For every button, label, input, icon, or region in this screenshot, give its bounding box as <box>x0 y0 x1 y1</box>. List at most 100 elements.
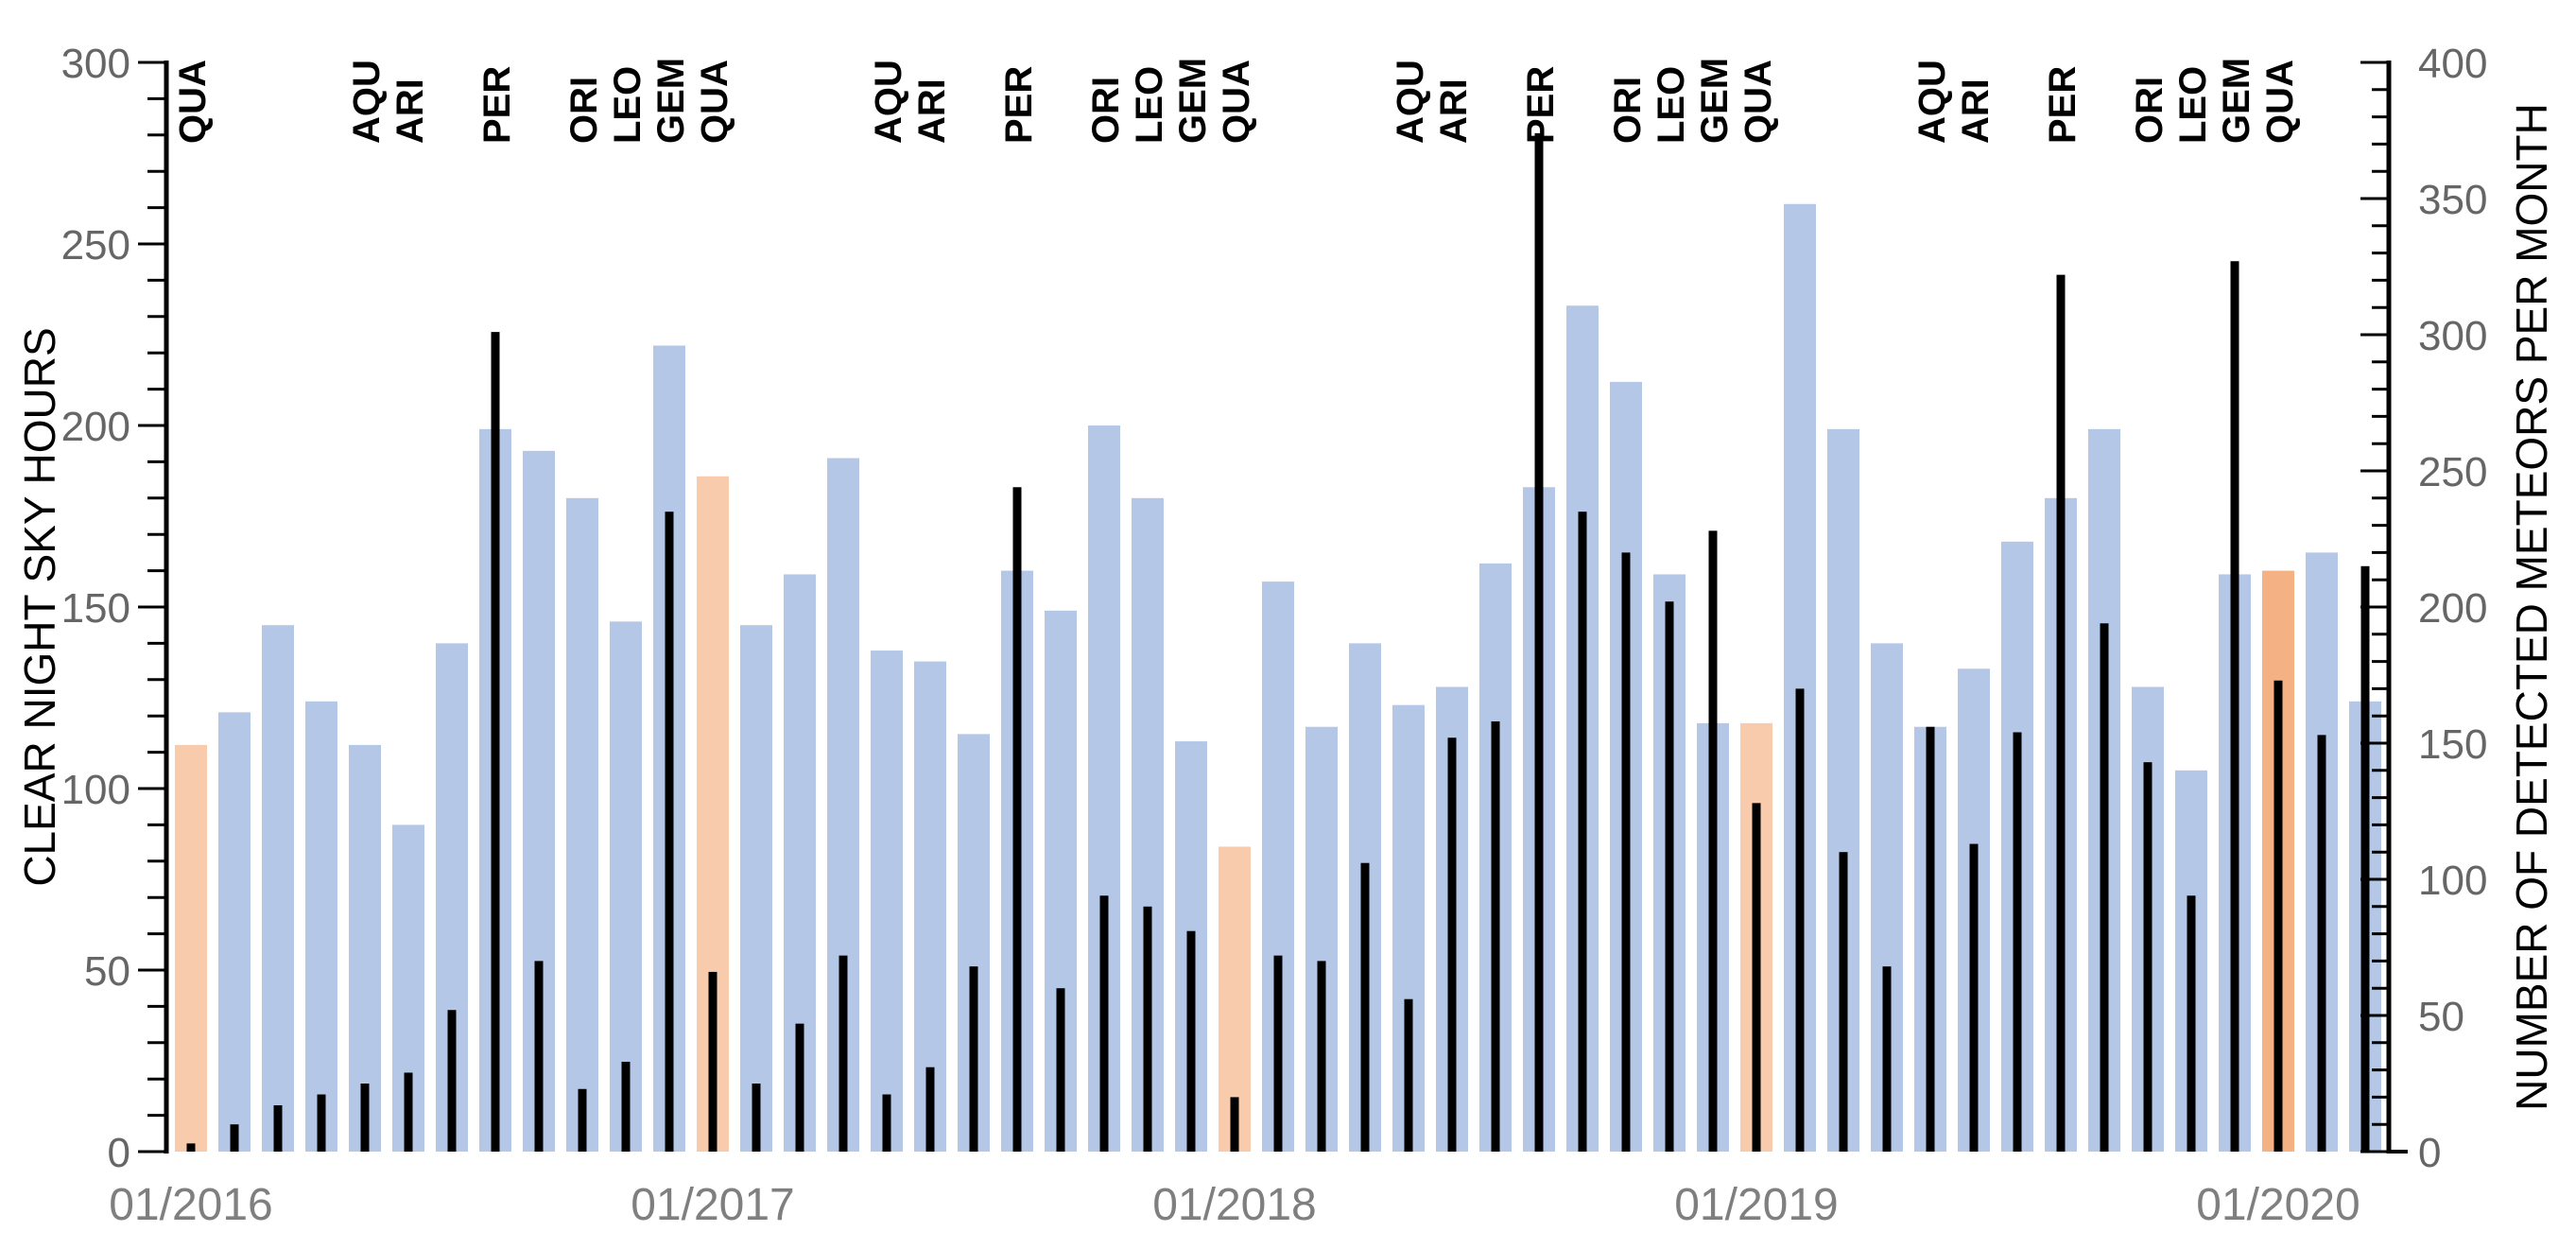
meteor-bar-05/2016 <box>360 1084 370 1152</box>
meteor-bar-02/2018 <box>1273 955 1283 1152</box>
meteor-bar-06/2016 <box>404 1072 413 1152</box>
meteor-bar-12/2017 <box>1186 930 1196 1152</box>
meteor-bar-07/2016 <box>447 1010 457 1152</box>
meteor-bar-11/2018 <box>1665 601 1674 1152</box>
bars-layer <box>175 132 2381 1153</box>
meteor-bar-03/2020 <box>2360 565 2370 1152</box>
meteor-bar-09/2017 <box>1056 988 1065 1152</box>
shower-label-GEM-11: GEM <box>650 58 692 144</box>
meteor-bar-06/2019 <box>1969 843 1979 1152</box>
clear-sky-bar-10/2016 <box>566 497 598 1152</box>
shower-label-GEM-35: GEM <box>1694 58 1736 144</box>
left-axis-tick-label: 100 <box>61 767 130 813</box>
shower-label-ORI-45: ORI <box>2129 77 2170 144</box>
shower-label-LEO-22: LEO <box>1129 66 1170 144</box>
meteor-bar-08/2018 <box>1534 132 1544 1152</box>
shower-label-ORI-9: ORI <box>563 77 605 144</box>
meteor-bar-11/2016 <box>621 1061 631 1152</box>
right-axis-title: NUMBER OF DETECTED METEORS PER MONTH <box>2507 103 2556 1111</box>
right-axis-tick-label: 400 <box>2418 41 2487 87</box>
right-axis-tick-label: 200 <box>2418 585 2487 632</box>
shower-labels-layer: QUA AQU ARI PER ORI LEO GEM QUA AQU ARI PER ORI LEO G… <box>172 58 2301 144</box>
meteor-bar-08/2017 <box>1012 487 1022 1152</box>
meteor-bar-10/2016 <box>578 1088 587 1152</box>
meteor-bar-07/2017 <box>969 966 978 1152</box>
right-axis-tick-label: 150 <box>2418 721 2487 768</box>
x-axis-label-01/2019: 01/2019 <box>1674 1180 1839 1230</box>
meteor-bar-01/2019 <box>1752 803 1761 1152</box>
shower-label-LEO-46: LEO <box>2172 66 2214 144</box>
right-axis-tick-label: 0 <box>2418 1130 2441 1176</box>
meteor-bar-04/2017 <box>838 955 848 1152</box>
shower-label-ARI-5: ARI <box>389 78 431 144</box>
meteor-bar-01/2016 <box>186 1143 196 1152</box>
shower-label-LEO-34: LEO <box>1651 66 1692 144</box>
meteor-bar-03/2016 <box>273 1105 283 1152</box>
shower-label-AQU-28: AQU <box>1390 60 1431 144</box>
meteor-bar-09/2019 <box>2100 623 2109 1152</box>
left-axis-tick-label: 300 <box>61 41 130 87</box>
meteor-bar-01/2018 <box>1230 1097 1239 1152</box>
meteor-bar-08/2019 <box>2056 274 2066 1152</box>
meteor-bar-03/2017 <box>795 1023 804 1152</box>
shower-label-ARI-41: ARI <box>1955 78 1997 144</box>
meteor-bar-05/2017 <box>882 1094 891 1152</box>
shower-label-ARI-29: ARI <box>1433 78 1475 144</box>
left-axis: 0 50 100 150 200 250 300 <box>61 41 169 1176</box>
meteor-bar-08/2016 <box>491 332 500 1152</box>
shower-label-GEM-23: GEM <box>1172 58 1214 144</box>
meteor-bar-10/2017 <box>1099 895 1109 1152</box>
meteor-bar-09/2016 <box>534 961 544 1152</box>
shower-label-PER-19: PER <box>998 66 1040 144</box>
meteor-bar-04/2018 <box>1360 862 1370 1152</box>
x-axis-label-01/2017: 01/2017 <box>631 1180 795 1230</box>
clear-sky-bar-03/2016 <box>262 625 294 1152</box>
clear-sky-bar-04/2016 <box>305 701 337 1152</box>
shower-label-ORI-33: ORI <box>1607 77 1649 144</box>
shower-label-ARI-17: ARI <box>911 78 953 144</box>
x-axis-label-01/2018: 01/2018 <box>1152 1180 1317 1230</box>
left-axis-tick-label: 50 <box>84 948 130 995</box>
shower-label-AQU-40: AQU <box>1911 60 1953 144</box>
left-axis-tick-label: 200 <box>61 404 130 450</box>
meteor-bar-12/2019 <box>2230 261 2239 1152</box>
meteor-bar-11/2017 <box>1143 906 1152 1152</box>
meteor-bar-02/2016 <box>230 1124 239 1152</box>
clear-sky-bar-05/2017 <box>871 651 903 1152</box>
meteor-bar-11/2019 <box>2187 895 2196 1152</box>
clear-sky-bar-01/2016 <box>175 744 207 1152</box>
right-axis-tick-label: 250 <box>2418 449 2487 495</box>
left-axis-title: CLEAR NIGHT SKY HOURS <box>15 327 64 886</box>
meteor-bar-04/2016 <box>317 1094 326 1152</box>
meteor-bar-04/2019 <box>1882 966 1892 1152</box>
meteor-bar-10/2018 <box>1621 552 1631 1152</box>
left-axis-tick-label: 150 <box>61 585 130 632</box>
shower-label-GEM-47: GEM <box>2216 58 2257 144</box>
shower-label-PER-31: PER <box>1520 66 1562 144</box>
clear-sky-bar-02/2016 <box>218 712 251 1152</box>
right-axis-tick-label: 100 <box>2418 858 2487 904</box>
x-axis-label-01/2020: 01/2020 <box>2196 1180 2360 1230</box>
meteor-bar-03/2019 <box>1839 852 1848 1152</box>
meteor-bar-07/2019 <box>2013 732 2022 1152</box>
clear-sky-bar-02/2017 <box>740 625 772 1152</box>
x-axis: 01/2016 01/2017 01/2018 01/2019 01/2020 <box>109 1180 2360 1230</box>
meteor-bar-02/2020 <box>2317 735 2326 1152</box>
shower-label-AQU-16: AQU <box>868 60 909 144</box>
meteor-bar-12/2018 <box>1708 530 1718 1152</box>
meteor-bar-05/2019 <box>1926 726 1935 1152</box>
shower-label-LEO-10: LEO <box>607 66 648 144</box>
meteor-bar-10/2019 <box>2143 762 2152 1152</box>
shower-label-QUA-48: QUA <box>2259 60 2301 144</box>
shower-label-PER-7: PER <box>476 66 518 144</box>
shower-label-PER-43: PER <box>2042 66 2083 144</box>
meteor-bar-02/2019 <box>1795 688 1805 1152</box>
meteor-bar-09/2018 <box>1578 512 1587 1152</box>
shower-label-AQU-4: AQU <box>346 60 388 144</box>
shower-label-QUA-24: QUA <box>1216 60 1257 144</box>
meteor-bar-12/2016 <box>665 512 674 1152</box>
right-axis-tick-label: 350 <box>2418 177 2487 223</box>
right-axis: 0 50 100 150 200 250 300 350 400 <box>2360 41 2487 1176</box>
